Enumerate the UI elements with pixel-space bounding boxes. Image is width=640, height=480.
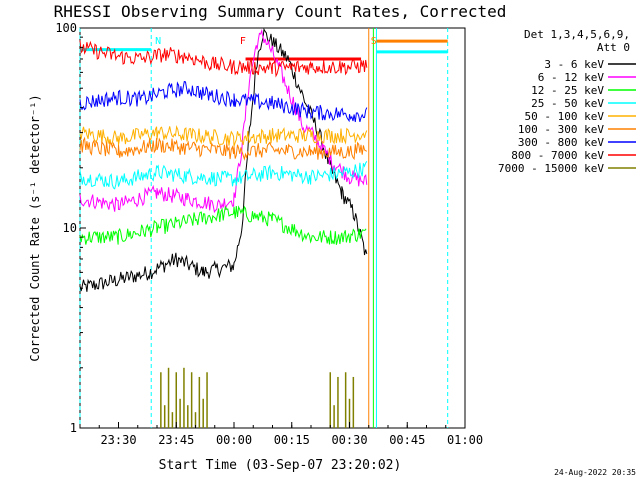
legend-header-2: Att 0 (597, 41, 630, 54)
x-tick-label-3: 00:15 (274, 433, 310, 447)
series-4-line (79, 125, 368, 147)
annotation-f: F (240, 36, 246, 47)
series-0-line (79, 27, 368, 292)
series-8 (160, 367, 355, 428)
annotation-n: N (155, 36, 161, 47)
y-tick-label-2: 100 (55, 21, 77, 35)
series-0 (79, 27, 368, 292)
legend-label-2: 12 - 25 keV (531, 84, 604, 97)
chart-title: RHESSI Observing Summary Count Rates, Co… (54, 2, 507, 21)
x-tick-label-6: 01:00 (447, 433, 483, 447)
y-tick-label-0: 1 (70, 421, 77, 435)
legend-label-3: 25 - 50 keV (531, 97, 604, 110)
legend-label-0: 3 - 6 keV (544, 58, 604, 71)
x-tick-label-2: 00:00 (216, 433, 252, 447)
series-5 (79, 136, 368, 161)
x-tick-label-0: 23:30 (100, 433, 136, 447)
series-2-line (79, 205, 367, 245)
annotation-s: S (371, 36, 377, 47)
x-tick-label-1: 23:45 (158, 433, 194, 447)
legend-label-4: 50 - 100 keV (525, 110, 605, 123)
series-1-line (79, 28, 368, 214)
series-3-line (79, 161, 368, 190)
y-tick-label-1: 10 (63, 221, 77, 235)
x-tick-label-4: 00:30 (331, 433, 367, 447)
series-6 (79, 80, 368, 123)
series-7-line (79, 40, 368, 78)
y-axis-label: Corrected Count Rate (s⁻¹ detector⁻¹) (28, 94, 42, 361)
series-7 (79, 40, 368, 78)
x-axis-label: Start Time (03-Sep-07 23:20:02) (159, 458, 402, 473)
x-tick-label-5: 00:45 (389, 433, 425, 447)
series-1 (79, 28, 368, 214)
plot-frame (79, 27, 466, 429)
footer-timestamp: 24-Aug-2022 20:35 (554, 468, 636, 477)
series-5-line (79, 136, 368, 161)
legend-label-5: 100 - 300 keV (518, 123, 604, 136)
series-2 (79, 205, 367, 245)
legend-header-1: Det 1,3,4,5,6,9, (524, 28, 630, 41)
legend-label-1: 6 - 12 keV (538, 71, 605, 84)
legend-label-6: 300 - 800 keV (518, 136, 604, 149)
legend-label-8: 7000 - 15000 keV (498, 162, 604, 175)
series-3 (79, 161, 368, 190)
series-6-line (79, 80, 368, 123)
legend-label-7: 800 - 7000 keV (511, 149, 604, 162)
series-4 (79, 125, 368, 147)
